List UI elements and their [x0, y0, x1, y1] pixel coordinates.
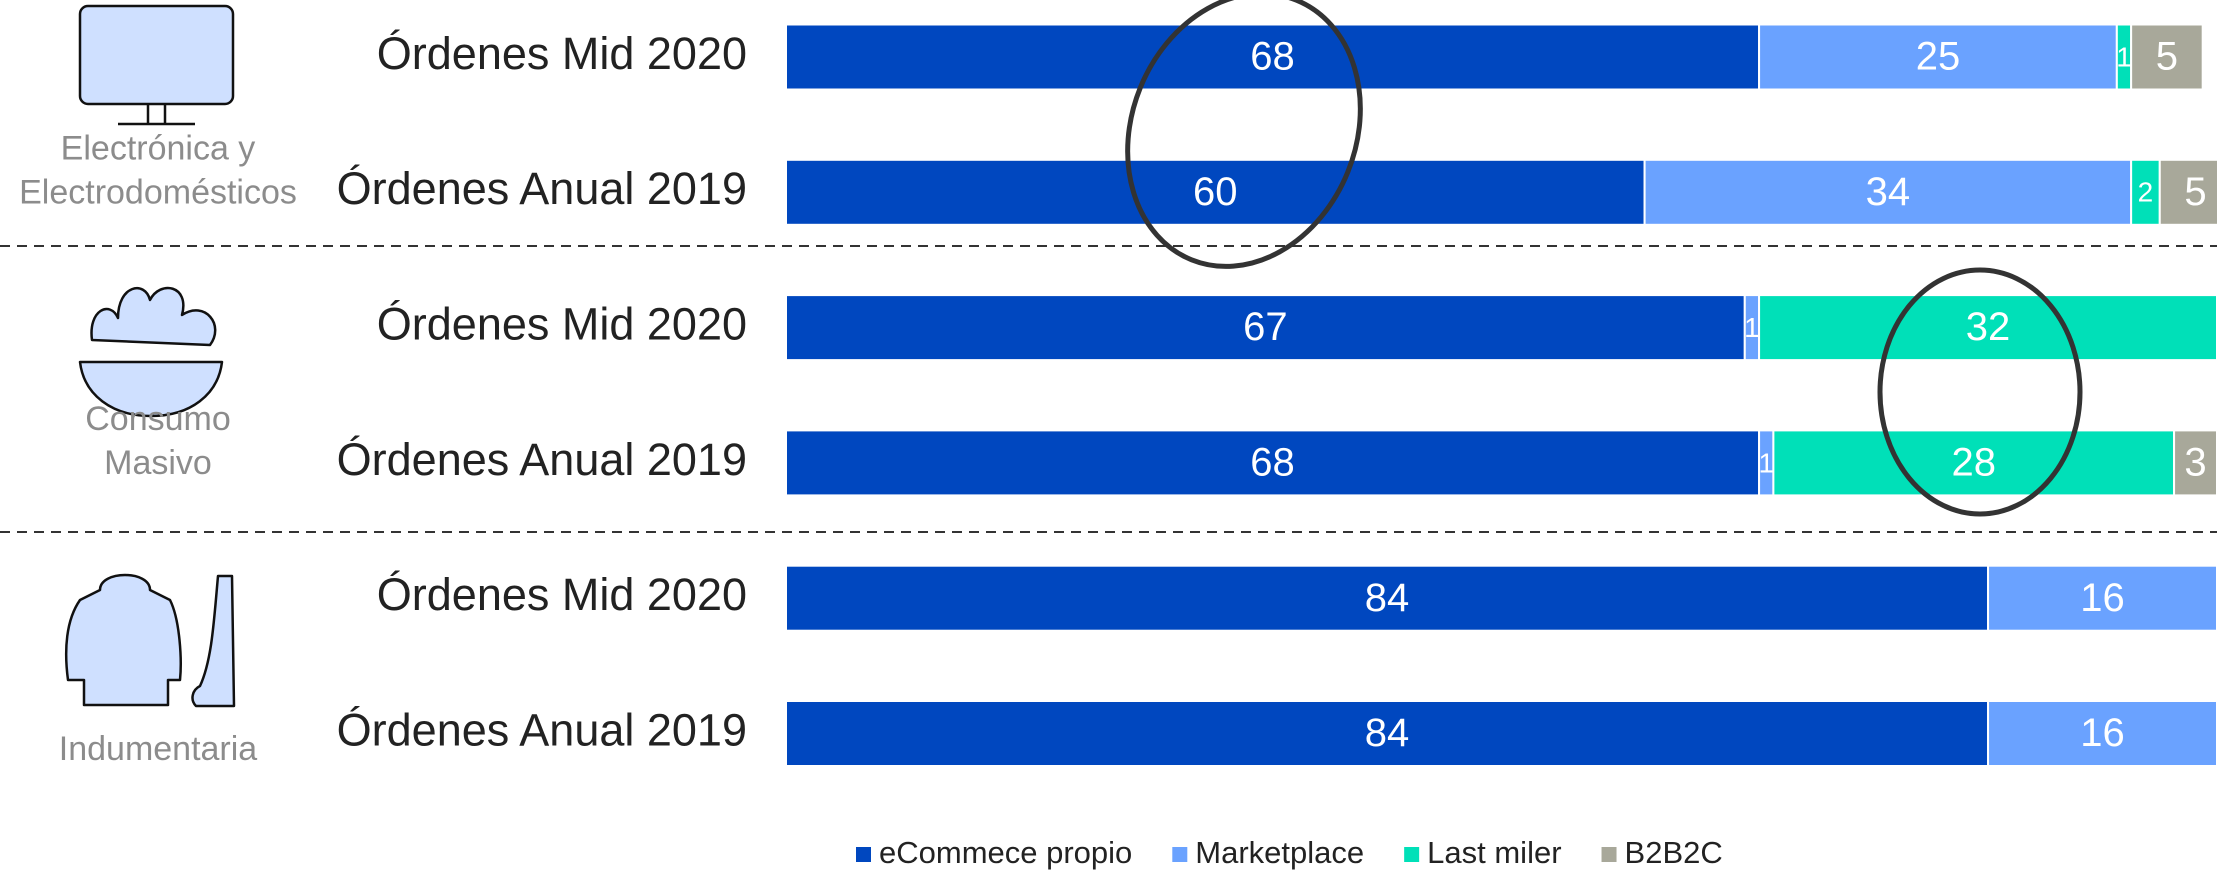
- value-label: 67: [1243, 305, 1288, 349]
- value-label: 34: [1866, 170, 1911, 214]
- value-label: 28: [1951, 440, 1996, 484]
- y-tick-label: Órdenes Anual 2019: [337, 163, 747, 214]
- y-tick-label: Órdenes Anual 2019: [337, 704, 747, 755]
- highlight-oval: [1125, 0, 1363, 269]
- bar-segment: [1987, 564, 2217, 632]
- bar-segment: [785, 700, 1990, 767]
- value-label: 84: [1365, 576, 1410, 620]
- bar-segment: [2130, 158, 2161, 226]
- greens-icon: [90, 286, 217, 347]
- highlight-oval: [1877, 267, 2083, 517]
- legend-label: eCommece propio: [879, 835, 1132, 870]
- bar-segment: [1643, 158, 2133, 226]
- bar-segment: [785, 23, 1761, 91]
- value-label: 5: [2184, 170, 2206, 214]
- legend-label: Marketplace: [1195, 835, 1364, 870]
- y-tick-label: Órdenes Mid 2020: [377, 298, 747, 349]
- value-label: 68: [1250, 440, 1295, 484]
- legend-label: B2B2C: [1625, 835, 1723, 870]
- y-tick-label: Órdenes Mid 2020: [377, 569, 747, 620]
- value-label: 16: [2080, 576, 2125, 620]
- legend-label: Last miler: [1427, 835, 1561, 870]
- value-label: 2: [2138, 177, 2154, 208]
- bar-segment: [2158, 158, 2217, 226]
- boot-icon: [191, 574, 236, 708]
- value-label: 25: [1916, 35, 1961, 79]
- icons: [64, 4, 236, 708]
- hoodie-icon: [64, 573, 182, 707]
- legend-swatch: [856, 847, 871, 862]
- bar-segment: [1987, 700, 2217, 767]
- value-label: 68: [1250, 35, 1295, 79]
- value-label: 16: [2080, 711, 2125, 755]
- group-label: Indumentaria: [59, 730, 258, 768]
- group-label: Electrónica y: [61, 130, 256, 168]
- monitor-stand: [118, 104, 195, 126]
- y-tick-label: Órdenes Anual 2019: [337, 434, 747, 485]
- bar-segment: [2130, 23, 2204, 91]
- bar-segment: [785, 429, 1761, 497]
- bar-segment: [1772, 429, 2176, 497]
- group-label: Electrodomésticos: [19, 174, 297, 212]
- value-label: 1: [2116, 41, 2132, 72]
- y-tick-label: Órdenes Mid 2020: [377, 28, 747, 79]
- value-label: 5: [2156, 35, 2178, 79]
- value-label: 1: [1744, 312, 1760, 343]
- value-label: 60: [1193, 170, 1238, 214]
- bar-segment: [785, 564, 1990, 632]
- legend-swatch: [1404, 847, 1420, 862]
- bar-segment: [785, 294, 1746, 362]
- bowl-icon: [78, 360, 224, 418]
- value-label: 3: [2184, 440, 2206, 484]
- bar-segment: [1758, 294, 2217, 362]
- value-label: 84: [1365, 711, 1410, 755]
- legend-swatch: [1601, 847, 1617, 862]
- value-label: 1: [1758, 447, 1774, 478]
- value-label: 32: [1966, 305, 2011, 349]
- group-label: Consumo: [85, 400, 231, 438]
- monitor-icon: [78, 4, 235, 106]
- bar-segment: [2173, 429, 2217, 497]
- legend-swatch: [1172, 847, 1188, 862]
- group-label: Masivo: [104, 444, 212, 482]
